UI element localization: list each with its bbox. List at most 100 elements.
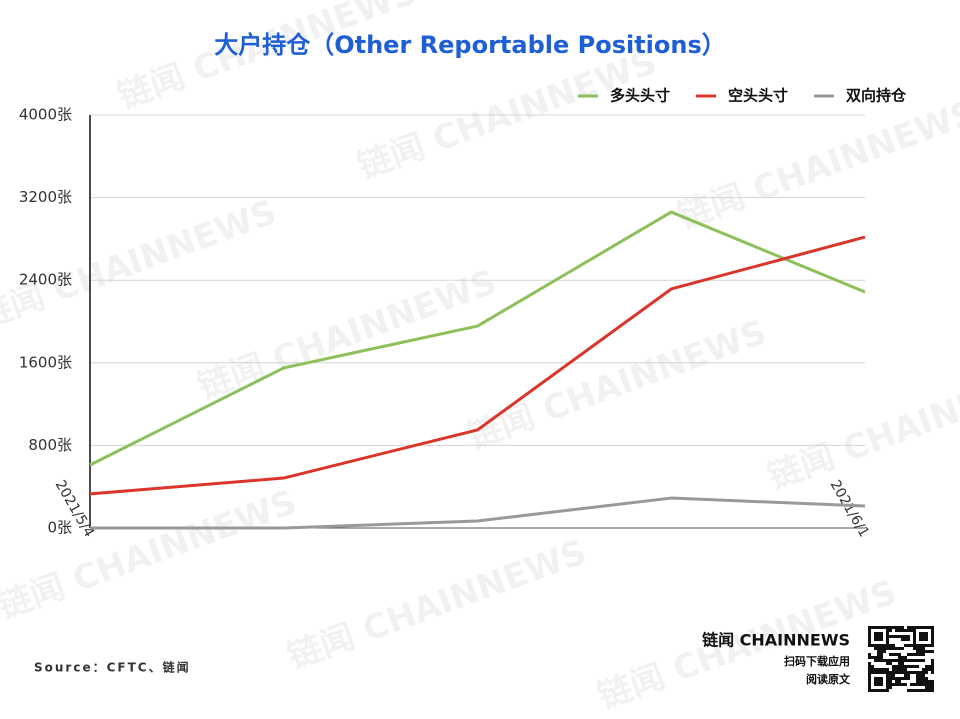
qr-cell — [868, 626, 871, 629]
qr-cell — [880, 683, 883, 686]
qr-cell — [922, 668, 925, 671]
qr-cell — [919, 671, 922, 674]
qr-cell — [889, 683, 892, 686]
qr-cell — [868, 689, 871, 692]
qr-cell — [871, 656, 874, 659]
qr-cell — [907, 653, 910, 656]
qr-cell — [895, 635, 898, 638]
qr-cell — [889, 677, 892, 680]
watermark: 链闻 CHAINNEWS — [0, 482, 302, 627]
qr-cell — [901, 629, 904, 632]
qr-cell — [871, 671, 874, 674]
qr-cell — [925, 677, 928, 680]
qr-cell — [898, 683, 901, 686]
qr-cell — [904, 644, 907, 647]
legend-label: 多头头寸 — [610, 87, 670, 105]
qr-cell — [913, 626, 916, 629]
qr-cell — [922, 689, 925, 692]
qr-cell — [916, 626, 919, 629]
qr-cell — [886, 635, 889, 638]
brand-line: 扫码下载应用 — [784, 654, 850, 668]
qr-cell — [922, 632, 925, 635]
qr-cell — [925, 680, 928, 683]
qr-cell — [877, 683, 880, 686]
qr-cell — [871, 644, 874, 647]
qr-cell — [904, 674, 907, 677]
qr-cell — [886, 677, 889, 680]
watermark: 链闻 CHAINNEWS — [0, 192, 282, 337]
qr-cell — [919, 674, 922, 677]
qr-cell — [898, 662, 901, 665]
qr-cell — [889, 671, 892, 674]
y-tick-label: 800张 — [28, 436, 72, 454]
qr-cell — [880, 689, 883, 692]
qr-cell — [910, 644, 913, 647]
qr-cell — [880, 644, 883, 647]
qr-cell — [904, 683, 907, 686]
watermark: 链闻 CHAINNEWS — [763, 352, 960, 497]
qr-cell — [907, 665, 910, 668]
qr-cell — [925, 671, 928, 674]
qr-cell — [871, 626, 874, 629]
qr-cell — [931, 641, 934, 644]
qr-cell — [880, 671, 883, 674]
qr-cell — [877, 650, 880, 653]
qr-cell — [904, 629, 907, 632]
qr-cell — [886, 689, 889, 692]
qr-cell — [871, 668, 874, 671]
qr-cell — [898, 626, 901, 629]
qr-cell — [931, 668, 934, 671]
qr-cell — [898, 656, 901, 659]
qr-cell — [892, 653, 895, 656]
qr-cell — [919, 680, 922, 683]
qr-cell — [928, 680, 931, 683]
qr-cell — [928, 668, 931, 671]
y-tick-label: 0张 — [47, 519, 72, 537]
qr-cell — [901, 683, 904, 686]
qr-cell — [898, 647, 901, 650]
qr-cell — [886, 647, 889, 650]
qr-cell — [868, 629, 871, 632]
qr-cell — [925, 644, 928, 647]
qr-cell — [868, 641, 871, 644]
qr-cell — [898, 635, 901, 638]
qr-cell — [919, 638, 922, 641]
qr-cell — [880, 626, 883, 629]
qr-cell — [931, 662, 934, 665]
qr-cell — [868, 644, 871, 647]
qr-cell — [916, 674, 919, 677]
qr-cell — [868, 656, 871, 659]
qr-cell — [868, 665, 871, 668]
qr-cell — [886, 644, 889, 647]
qr-cell — [919, 644, 922, 647]
qr-cell — [883, 650, 886, 653]
qr-cell — [880, 668, 883, 671]
qr-cell — [901, 677, 904, 680]
qr-cell — [886, 632, 889, 635]
qr-cell — [904, 656, 907, 659]
qr-cell — [877, 632, 880, 635]
line-series — [89, 210, 866, 467]
qr-cell — [916, 680, 919, 683]
qr-cell — [913, 671, 916, 674]
qr-cell — [922, 674, 925, 677]
qr-cell — [916, 665, 919, 668]
qr-cell — [886, 668, 889, 671]
qr-cell — [889, 674, 892, 677]
qr-cell — [916, 644, 919, 647]
qr-cell — [886, 686, 889, 689]
qr-cell — [913, 641, 916, 644]
qr-cell — [925, 635, 928, 638]
qr-cell — [892, 647, 895, 650]
qr-cell — [898, 680, 901, 683]
qr-cell — [919, 653, 922, 656]
qr-cell — [898, 659, 901, 662]
qr-cell — [877, 677, 880, 680]
qr-cell — [928, 650, 931, 653]
legend-label: 双向持仓 — [846, 87, 907, 105]
qr-cell — [901, 659, 904, 662]
qr-cell — [904, 638, 907, 641]
qr-cell — [880, 647, 883, 650]
qr-cell — [898, 665, 901, 668]
watermark: 链闻 CHAINNEWS — [283, 532, 592, 677]
